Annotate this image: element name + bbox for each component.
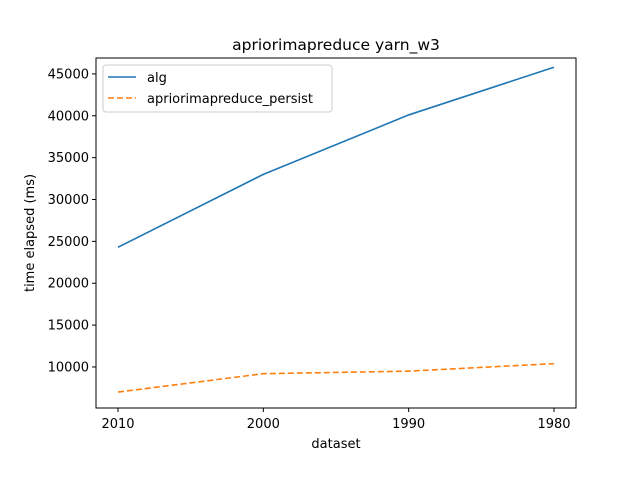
y-tick-label: 35000 [48,151,89,166]
x-tick-label: 2000 [247,417,280,432]
series-line [117,362,555,393]
y-tick-label: 20000 [48,277,89,292]
legend: alg apriorimapreduce_persist [102,64,333,113]
y-tick-label: 40000 [48,109,89,124]
plot-frame [95,57,577,409]
y-tick-label: 30000 [48,193,89,208]
x-tick-label: 2010 [101,417,134,432]
chart-title: apriorimapreduce yarn_w3 [232,36,440,55]
y-tick-label: 45000 [48,67,89,82]
x-axis: 2010 2000 1990 1980 [101,408,571,432]
y-tick-label: 10000 [48,360,89,375]
y-tick-label: 25000 [48,235,89,250]
x-axis-label: dataset [311,437,360,452]
legend-box [102,64,333,113]
legend-label: apriorimapreduce_persist [147,92,313,107]
plot-area [117,66,555,393]
legend-label: alg [147,71,167,86]
series-line [117,66,555,248]
x-tick-label: 1990 [392,417,425,432]
x-tick-label: 1980 [537,417,570,432]
y-axis-label: time elapsed (ms) [23,174,38,292]
y-tick-label: 15000 [48,319,89,334]
y-axis: 10000 15000 20000 25000 30000 35000 40000 45000 [48,67,96,375]
